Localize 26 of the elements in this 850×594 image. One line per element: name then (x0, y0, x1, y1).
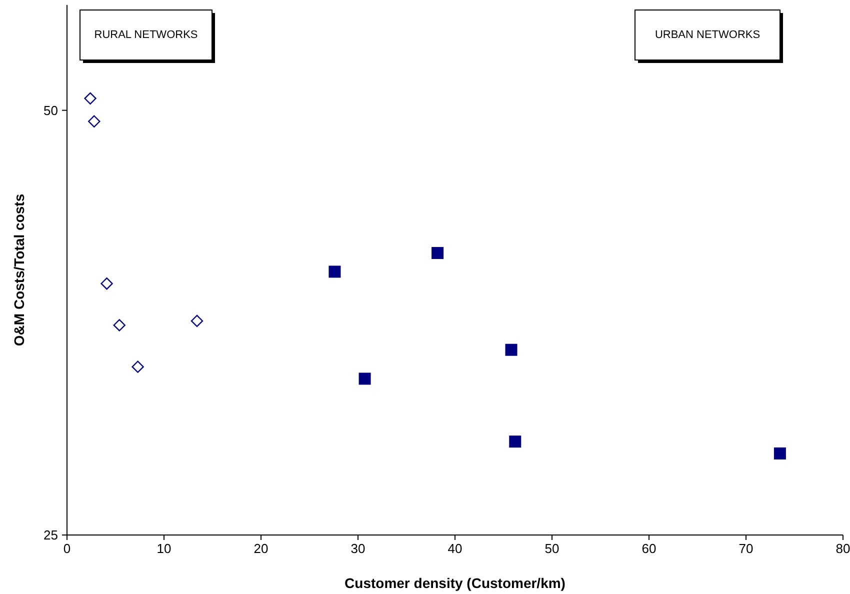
y-tick-label: 25 (44, 528, 58, 542)
x-tick-label: 10 (156, 541, 172, 556)
point (132, 360, 144, 373)
x-tick-label: 30 (350, 541, 366, 556)
x-axis-title: Customer density (Customer/km) (344, 575, 566, 591)
point (100, 277, 113, 290)
annotation: RURAL NETWORKS (94, 29, 198, 41)
point (774, 447, 786, 460)
x-tick-label: 70 (738, 541, 754, 556)
point (358, 372, 371, 385)
point (84, 92, 96, 105)
x-tick-label: 80 (836, 541, 850, 556)
x-tick-label: 0 (63, 541, 71, 556)
point (113, 319, 126, 332)
x-tick-label: 60 (642, 541, 656, 556)
point (328, 266, 341, 278)
point (190, 314, 204, 328)
x-tick-label: 40 (448, 541, 462, 556)
x-tick-label: 20 (254, 541, 268, 556)
point (505, 344, 518, 356)
annotation: URBAN NETWORKS (654, 29, 760, 41)
x-tick-label: 50 (544, 541, 560, 556)
point (509, 436, 522, 448)
point (88, 115, 100, 128)
y-axis-title: O&M Costs/Total costs (11, 194, 27, 346)
point (432, 247, 444, 260)
